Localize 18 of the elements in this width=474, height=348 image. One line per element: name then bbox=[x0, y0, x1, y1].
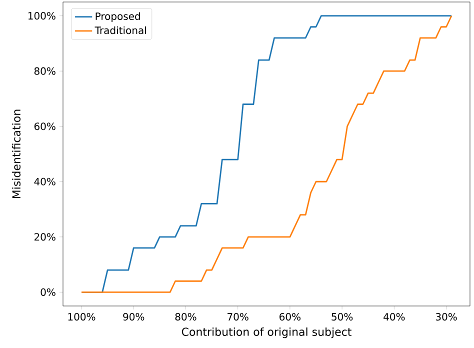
legend-label: Proposed bbox=[96, 12, 140, 22]
y-tick-label: 100% bbox=[28, 12, 56, 20]
x-tick-label: 80% bbox=[175, 313, 196, 321]
x-tick-label: 60% bbox=[280, 313, 301, 321]
legend-label: Traditional bbox=[94, 26, 146, 34]
y-tick-label: 80% bbox=[34, 67, 56, 75]
y-tick-label: 40% bbox=[34, 178, 56, 186]
y-axis-title: Misidentification bbox=[12, 110, 21, 198]
x-tick-label: 50% bbox=[332, 313, 353, 321]
y-tick-label: 20% bbox=[34, 233, 56, 241]
x-tick-label: 30% bbox=[436, 313, 457, 321]
x-tick-label: 100% bbox=[68, 313, 96, 321]
x-tick-label: 70% bbox=[228, 313, 248, 321]
x-tick-label: 40% bbox=[384, 313, 405, 321]
y-tick-label: 0% bbox=[40, 288, 56, 296]
y-tick-label: 60% bbox=[34, 122, 56, 130]
x-tick-label: 90% bbox=[123, 313, 144, 321]
x-axis-title: Contribution of original subject bbox=[182, 327, 352, 338]
